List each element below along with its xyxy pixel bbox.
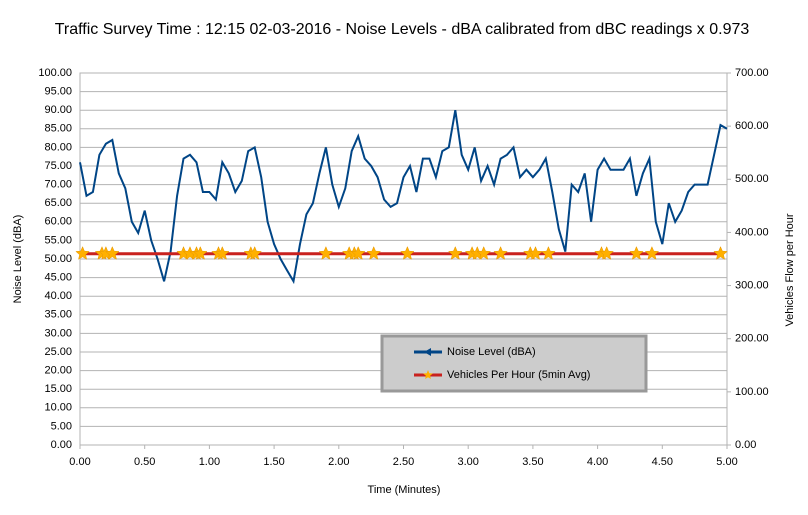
- star-marker: [193, 246, 208, 260]
- star-marker: [713, 246, 728, 260]
- y2-tick-label: 500.00: [735, 173, 769, 185]
- star-marker: [599, 246, 614, 260]
- y2-tick-label: 200.00: [735, 333, 769, 345]
- y-tick-label: 80.00: [44, 141, 72, 153]
- star-marker: [447, 246, 463, 260]
- x-tick-label: 0.50: [134, 456, 155, 468]
- y-tick-label: 70.00: [44, 179, 72, 191]
- y2-tick-label: 400.00: [735, 226, 769, 238]
- x-tick-label: 3.00: [457, 456, 478, 468]
- x-tick-label: 4.00: [587, 456, 608, 468]
- x-tick-label: 2.50: [393, 456, 414, 468]
- star-marker: [350, 246, 366, 260]
- y2-tick-label: 100.00: [735, 386, 769, 398]
- y2-tick-label: 600.00: [735, 120, 769, 132]
- y-tick-label: 85.00: [44, 123, 72, 135]
- y2-axis-label: Vehicles Flow per Hour: [784, 213, 796, 326]
- y-tick-label: 15.00: [44, 383, 72, 395]
- legend-marker: [424, 348, 431, 356]
- star-marker: [75, 246, 90, 260]
- y-tick-label: 45.00: [44, 272, 72, 284]
- y-tick-label: 40.00: [44, 290, 72, 302]
- star-marker: [318, 246, 334, 260]
- y-tick-label: 0.00: [51, 439, 72, 451]
- star-marker: [215, 246, 230, 260]
- star-marker: [541, 246, 556, 260]
- y-tick-label: 90.00: [44, 104, 72, 116]
- x-tick-label: 2.00: [328, 456, 349, 468]
- x-tick-label: 4.50: [652, 456, 673, 468]
- legend-label: Vehicles Per Hour (5min Avg): [447, 369, 590, 381]
- y-tick-label: 35.00: [44, 309, 72, 321]
- star-marker: [644, 246, 660, 260]
- star-marker: [247, 246, 262, 260]
- star-marker: [105, 246, 120, 260]
- x-tick-label: 1.50: [263, 456, 284, 468]
- y-tick-label: 95.00: [44, 86, 72, 98]
- y-axis-label: Noise Level (dBA): [12, 215, 24, 304]
- y2-tick-label: 0.00: [735, 439, 756, 451]
- y-tick-label: 25.00: [44, 346, 72, 358]
- y-tick-label: 55.00: [44, 234, 72, 246]
- x-axis-label: Time (Minutes): [368, 484, 441, 496]
- star-marker: [476, 246, 492, 260]
- series-line: [79, 110, 728, 285]
- x-tick-label: 1.00: [199, 456, 220, 468]
- y-tick-label: 10.00: [44, 402, 72, 414]
- y-tick-label: 60.00: [44, 216, 72, 228]
- y-tick-label: 20.00: [44, 365, 72, 377]
- legend-box: [380, 334, 648, 393]
- y2-tick-label: 300.00: [735, 279, 769, 291]
- chart-title: Traffic Survey Time : 12:15 02-03-2016 -…: [55, 21, 750, 38]
- y-tick-label: 75.00: [44, 160, 72, 172]
- star-marker: [493, 246, 508, 260]
- y-tick-label: 50.00: [44, 253, 72, 265]
- plot-frame: [79, 72, 728, 446]
- y-tick-label: 30.00: [44, 327, 72, 339]
- star-marker: [528, 246, 543, 260]
- x-tick-label: 3.50: [522, 456, 543, 468]
- star-marker: [366, 246, 382, 260]
- star-marker: [629, 246, 644, 260]
- y-tick-label: 5.00: [51, 420, 72, 432]
- legend-star: [423, 370, 433, 379]
- legend-label: Noise Level (dBA): [447, 346, 536, 358]
- y2-tick-label: 700.00: [735, 67, 769, 79]
- y-tick-label: 65.00: [44, 197, 72, 209]
- x-tick-label: 0.00: [69, 456, 90, 468]
- star-marker: [400, 246, 415, 260]
- y-tick-label: 100.00: [38, 67, 72, 79]
- x-tick-label: 5.00: [716, 456, 737, 468]
